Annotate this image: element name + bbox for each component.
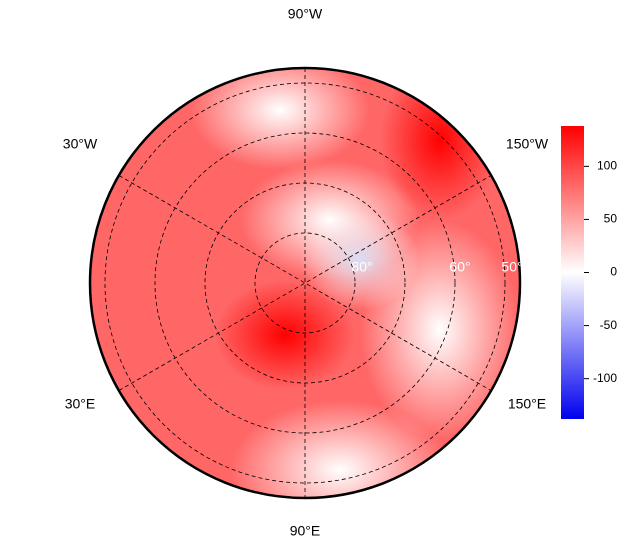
field-low [190,68,370,170]
colorbar-tick-label: -50 [600,318,618,332]
colorbar [561,126,584,419]
longitude-label: 30°W [63,136,98,152]
field-hot [215,280,355,390]
longitude-label: 150°W [506,136,549,152]
field-low [230,400,450,498]
latitude-label: 50° [501,259,522,275]
graticule [104,68,506,498]
field-hot [380,68,500,220]
field [90,68,520,498]
field-cold [300,210,420,310]
latitude-label: 60° [449,259,470,275]
colorbar-tick-label: 0 [610,265,617,279]
longitude-label: 90°E [290,523,321,539]
map-border [88,66,522,500]
longitude-label: 150°E [508,396,546,412]
latitude-label: 80° [351,259,372,275]
colorbar-tick-label: -100 [593,371,617,385]
colorbar-tick-label: 50 [604,212,618,226]
longitude-label: 90°W [288,6,323,22]
longitude-label: 30°E [65,396,96,412]
colorbar-tick-label: 100 [597,159,617,173]
